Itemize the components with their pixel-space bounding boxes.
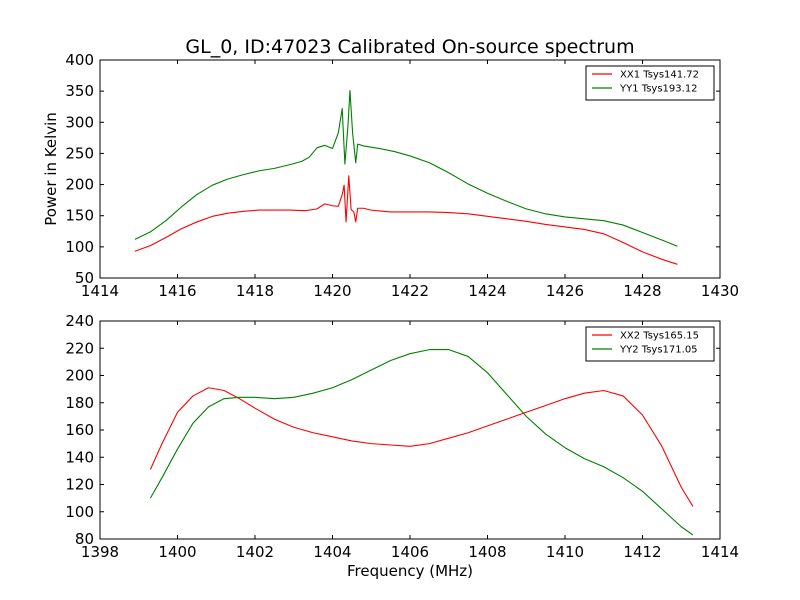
series-line-1-1 (134, 175, 678, 265)
series-line-2-1 (149, 387, 694, 507)
x-tick-label-1: 1422 (391, 282, 429, 300)
y-axis-label-1: Power in Kelvin (42, 112, 60, 226)
x-tick-label-1: 1420 (313, 282, 351, 300)
y-tick-label-2: 200 (65, 367, 94, 385)
legend-label-1-1: XX1 Tsys141.72 (620, 70, 699, 81)
legend-box-2 (585, 326, 715, 362)
y-tick-label-1: 100 (65, 238, 94, 256)
x-tick-label-2: 1398 (81, 543, 119, 561)
y-tick-label-2: 180 (65, 394, 94, 412)
y-tick-label-2: 140 (65, 448, 94, 466)
y-tick-label-2: 220 (65, 339, 94, 357)
series-line-2-2 (149, 349, 694, 536)
x-tick-label-2: 1402 (236, 543, 274, 561)
panel-2: 1398 1400 1402 1404 1406 1408 1410 1412 1414 80 10… (65, 312, 739, 580)
x-tick-label-1: 1428 (623, 282, 661, 300)
x-tick-label-1: 1426 (546, 282, 584, 300)
x-tick-label-1: 1416 (158, 282, 196, 300)
y-tick-label-1: 350 (65, 82, 94, 100)
x-tick-label-1: 1424 (468, 282, 506, 300)
y-tick-label-1: 150 (65, 207, 94, 225)
y-tick-label-2: 100 (65, 503, 94, 521)
y-tick-label-2: 240 (65, 312, 94, 330)
x-tick-label-2: 1414 (701, 543, 739, 561)
x-tick-label-1: 1430 (701, 282, 739, 300)
legend-2: XX2 Tsys165.15 YY2 Tsys171.05 (585, 326, 715, 362)
panel-1: 1414 1416 1418 1420 1422 1424 1426 1428 1430 50 10… (42, 51, 739, 300)
x-tick-label-2: 1404 (313, 543, 351, 561)
legend-box-1 (585, 65, 715, 101)
x-tick-label-2: 1408 (468, 543, 506, 561)
x-axis-label-2: Frequency (MHz) (347, 562, 473, 580)
y-tick-label-2: 120 (65, 476, 94, 494)
x-tick-label-2: 1410 (546, 543, 584, 561)
x-tick-label-1: 1414 (81, 282, 119, 300)
legend-1: XX1 Tsys141.72 YY1 Tsys193.12 (585, 65, 715, 101)
x-tick-label-2: 1406 (391, 543, 429, 561)
y-tick-label-1: 300 (65, 113, 94, 131)
y-tick-label-1: 250 (65, 144, 94, 162)
y-tick-label-1: 50 (75, 269, 94, 287)
series-line-1-2 (134, 89, 678, 247)
x-tick-label-1: 1418 (236, 282, 274, 300)
y-tick-label-1: 400 (65, 51, 94, 69)
y-tick-label-1: 200 (65, 176, 94, 194)
y-tick-label-2: 160 (65, 421, 94, 439)
legend-label-2-1: XX2 Tsys165.15 (620, 331, 699, 342)
x-tick-label-2: 1400 (158, 543, 196, 561)
x-tick-label-2: 1412 (623, 543, 661, 561)
y-tick-label-2: 80 (75, 530, 94, 548)
chart-title: GL_0, ID:47023 Calibrated On-source spec… (185, 36, 634, 58)
legend-label-2-2: YY2 Tsys171.05 (619, 345, 698, 356)
legend-label-1-2: YY1 Tsys193.12 (619, 84, 698, 95)
